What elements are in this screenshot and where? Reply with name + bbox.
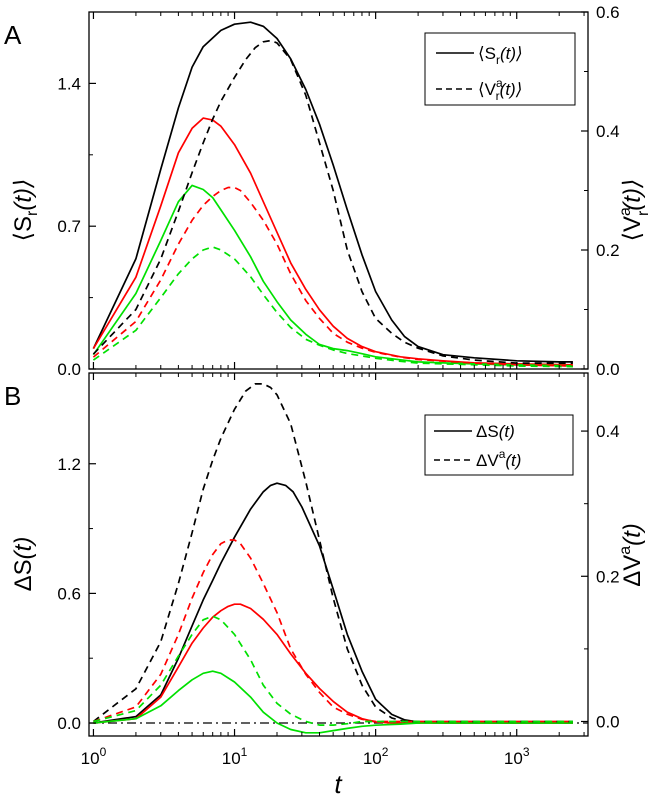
panel-b-legend-box [424,414,574,476]
panel-b-frame [88,372,589,737]
panel-b-legend: ΔS(t) ΔVa(t) [424,414,574,476]
panel-a-right-axis-label: ⟨Var(t)⟩ [617,179,652,242]
panel-b: B ΔS(t) ΔVa(t) 0.0 0.6 1.2 0.0 0.2 0.4 ΔS(t) … [4,372,646,799]
panel-a-series-line-black-dashed [92,39,573,364]
panel-a-ticks: 0.0 0.7 1.4 0.0 0.2 0.4 0.6 [57,3,619,379]
panel-b-right-tick-label: 0.4 [596,422,620,441]
panel-b-x-tick-labels: 100 101 102 103 [81,745,530,768]
panel-b-right-axis-label: ΔVa(t) [617,523,646,587]
panel-a-series [92,21,573,368]
panel-a-left-tick-label: 0.7 [57,217,81,236]
x-tick-label: 101 [222,745,248,768]
panel-b-right-tick-label: 0.2 [596,567,620,586]
panel-b-series-line-green-solid [93,670,573,734]
x-tick-label: 103 [504,745,530,768]
panel-a-left-axis-label: ⟨Sr(t)⟩ [10,179,41,242]
x-axis-label: t [334,769,343,799]
panel-b-legend-dashed-label: ΔVa(t) [476,447,521,470]
panel-a-legend-dashed-label: ⟨Va r(t)⟩ [478,76,522,103]
panel-b-legend-solid-label: ΔS(t) [476,422,515,441]
panel-b-ticks: 0.0 0.6 1.2 0.0 0.2 0.4 [57,373,620,736]
panel-b-right-tick-label: 0.0 [596,712,620,731]
panel-a-right-tick-label: 0.6 [596,3,620,22]
panel-a-legend-solid-label: ⟨Sr(t)⟩ [478,44,523,67]
panel-a-series-line-green-dashed [92,246,573,368]
panel-a-left-tick-label: 0.0 [57,360,81,379]
panel-a-series-line-red-dashed [92,186,573,367]
panel-b-left-tick-label: 1.2 [57,455,81,474]
panel-a-right-tick-label: 0.2 [596,241,620,260]
panel-a-legend-box [424,32,576,106]
panel-a-right-tick-label: 0.4 [596,122,620,141]
x-tick-label: 102 [363,745,389,768]
panel-a-right-tick-label: 0.0 [596,360,620,379]
panel-a-series-line-green-solid [92,184,573,367]
panel-a-left-tick-label: 1.4 [57,74,81,93]
x-tick-label: 100 [81,745,107,768]
panel-b-left-tick-label: 0.6 [57,584,81,603]
panel-b-left-axis-label: ΔS(t) [10,537,37,592]
panel-a-legend: ⟨Sr(t)⟩ ⟨Va r(t)⟩ [424,32,576,106]
panel-a: A ⟨Sr(t)⟩ ⟨Var(t)⟩ 0.0 0.7 1.4 0.0 0.2 0.4 0.6… [4,3,652,379]
panel-b-label: B [4,381,21,411]
panel-b-series-line-green-dashed [93,615,573,726]
panel-b-series-line-red-dashed [93,539,573,723]
panel-a-label: A [4,20,22,50]
panel-b-left-tick-label: 0.0 [57,714,81,733]
panel-a-frame [88,11,589,370]
panel-b-series [92,383,573,734]
panel-a-series-line-black-solid [92,21,573,363]
